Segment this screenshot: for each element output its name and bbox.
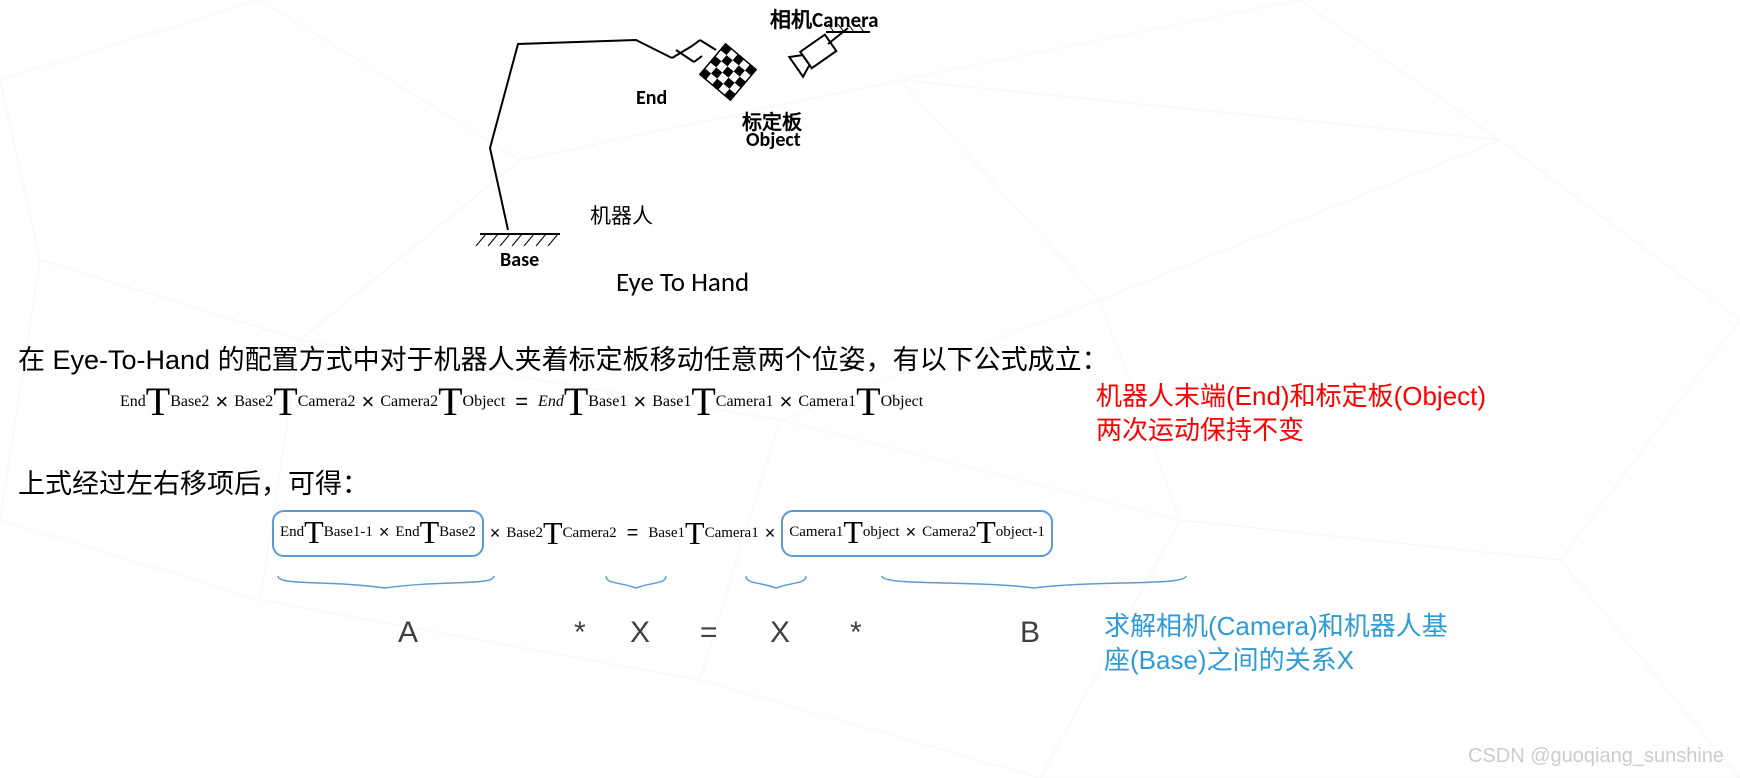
equation-1: EndTBase2 × Base2TCamera2 × Camera2TObje…	[120, 378, 923, 425]
annotation-blue: 求解相机(Camera)和机器人基 座(Base)之间的关系X	[1104, 610, 1448, 678]
robot-diagram	[0, 0, 1740, 320]
axb-X1: X	[630, 616, 650, 650]
label-end: End	[636, 86, 667, 110]
paragraph-1: 在 Eye-To-Hand 的配置方式中对于机器人夹着标定板移动任意两个位姿，有…	[18, 338, 1109, 377]
axb-star2: *	[850, 616, 862, 650]
axb-eq: =	[700, 616, 718, 650]
axb-B: B	[1020, 616, 1040, 650]
equation-2: EndTBase1-1 × EndTBase2 × Base2TCamera2 …	[272, 510, 1053, 557]
label-camera: 相机Camera	[770, 4, 879, 34]
diagram-title: Eye To Hand	[616, 266, 749, 299]
paragraph-2: 上式经过左右移项后，可得：	[18, 462, 369, 501]
label-base: Base	[500, 248, 539, 272]
box-B: Camera1Tobject × Camera2Tobject-1	[781, 510, 1053, 557]
braces	[270, 570, 1230, 610]
axb-star1: *	[574, 616, 586, 650]
box-A: EndTBase1-1 × EndTBase2	[272, 510, 484, 557]
label-robot: 机器人	[590, 200, 653, 230]
axb-X2: X	[770, 616, 790, 650]
axb-A: A	[398, 616, 418, 650]
label-calib-en: Object	[746, 128, 801, 152]
watermark: CSDN @guoqiang_sunshine	[1468, 745, 1724, 768]
annotation-red: 机器人末端(End)和标定板(Object) 两次运动保持不变	[1096, 380, 1486, 448]
